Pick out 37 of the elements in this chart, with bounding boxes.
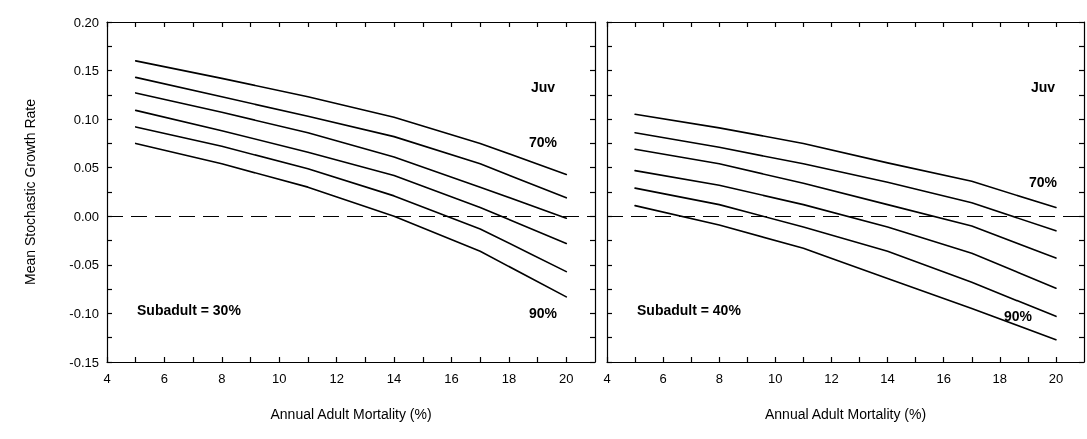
y-tick-label: 0.05 <box>73 160 99 176</box>
annotation: 70% <box>528 134 558 150</box>
annotation: 90% <box>528 305 558 321</box>
x-tick-label: 4 <box>103 371 111 386</box>
y-tick-label: 0.20 <box>73 14 99 30</box>
x-tick-label: 12 <box>824 371 839 386</box>
x-tick-label: 10 <box>768 371 783 386</box>
y-tick-label: 0.15 <box>73 63 99 79</box>
y-axis-title: Mean Stochastic Growth Rate <box>22 98 38 285</box>
x-tick-label: 6 <box>659 371 667 386</box>
x-tick-label: 10 <box>272 371 287 386</box>
x-tick-label: 18 <box>992 371 1008 386</box>
x-tick-label: 18 <box>501 371 517 386</box>
x-tick-label: 8 <box>218 371 226 386</box>
x-tick-label: 12 <box>329 371 344 386</box>
annotation: Juv <box>1030 79 1056 95</box>
annotation: Subadult = 40% <box>637 302 742 318</box>
x-tick-label: 14 <box>880 371 895 386</box>
x-axis-title: Annual Adult Mortality (%) <box>764 406 927 422</box>
annotation: 90% <box>1003 308 1033 324</box>
x-tick-label: 4 <box>603 371 611 386</box>
x-tick-label: 16 <box>936 371 951 386</box>
x-tick-label: 20 <box>1048 371 1064 386</box>
x-tick-label: 6 <box>160 371 169 386</box>
y-tick-label: 0.10 <box>73 111 99 127</box>
y-tick-label: 0.00 <box>73 208 99 224</box>
x-tick-label: 14 <box>386 371 402 386</box>
x-axis-title: Annual Adult Mortality (%) <box>270 406 432 422</box>
annotation: Juv <box>530 79 556 95</box>
y-tick-label: -0.05 <box>69 257 99 273</box>
y-tick-label: -0.10 <box>69 305 99 321</box>
annotation: Subadult = 30% <box>137 302 242 318</box>
x-tick-label: 20 <box>559 371 574 386</box>
annotation: 70% <box>1028 174 1058 190</box>
x-tick-label: 16 <box>444 371 459 386</box>
x-tick-label: 8 <box>715 371 723 386</box>
y-tick-label: -0.15 <box>69 354 99 370</box>
